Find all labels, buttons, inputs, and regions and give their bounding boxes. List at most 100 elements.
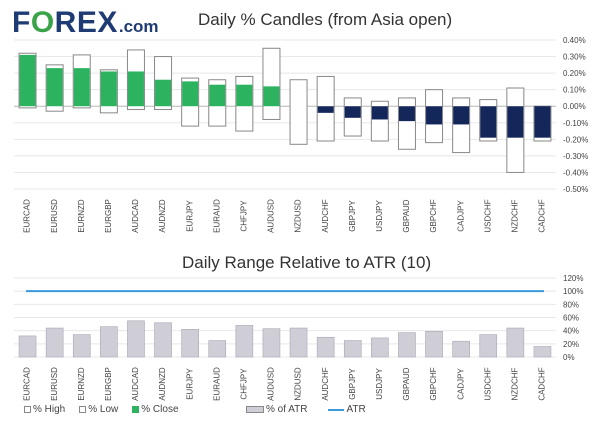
candle-close-bar	[236, 84, 253, 107]
logo-domain: .com	[118, 17, 159, 36]
atr-x-tick-label: EURCAD	[23, 367, 32, 401]
atr-y-tick-label: 20%	[563, 340, 579, 349]
candles-y-tick-label: -0.10%	[563, 119, 588, 128]
candles-x-tick-label: EURCAD	[23, 199, 32, 233]
atr-bar	[262, 328, 281, 358]
atr-bar	[316, 336, 335, 358]
legend-close-label: % Close	[141, 404, 179, 415]
atr-x-tick-label: NZDCHF	[510, 367, 519, 400]
atr-bar	[18, 335, 37, 358]
candle-close-bar	[19, 54, 36, 107]
legend-high-swatch	[24, 406, 31, 413]
atr-legend: % of ATR ATR	[246, 404, 366, 415]
candles-y-tick-label: 0.00%	[563, 102, 586, 111]
atr-bar	[452, 340, 470, 358]
atr-x-tick-label: USDCHF	[483, 367, 492, 400]
atr-bar	[506, 327, 525, 358]
legend-pct-atr-swatch	[246, 406, 264, 413]
atr-bar	[127, 320, 145, 358]
atr-bar	[235, 325, 254, 358]
logo-o: O	[30, 6, 55, 39]
atr-x-tick-label: NZDUSD	[294, 367, 303, 401]
candles-x-tick-label: GBPAUD	[402, 199, 411, 232]
candles-x-tick-label: EURJPY	[185, 200, 194, 232]
atr-y-tick-label: 100%	[563, 287, 583, 296]
atr-bar	[289, 327, 308, 358]
atr-x-tick-label: CHFJPY	[239, 368, 248, 400]
legend-close-swatch	[132, 406, 140, 413]
candle-close-bar	[46, 68, 63, 107]
candles-x-tick-label: NZDCHF	[510, 199, 519, 232]
candles-x-tick-label: AUDUSD	[267, 199, 276, 233]
atr-x-tick-label: CADCHF	[538, 367, 547, 400]
logo-rex: REX	[54, 6, 118, 39]
atr-x-tick-label: AUDCAD	[131, 367, 140, 401]
forex-logo: F O REX .com	[12, 6, 159, 42]
atr-x-tick-label: GBPAUD	[402, 367, 411, 400]
candles-x-tick-label: EURGBP	[104, 199, 113, 233]
atr-y-tick-label: 40%	[563, 327, 579, 336]
candle-close-bar	[263, 86, 280, 107]
legend-high-label: % High	[33, 404, 66, 415]
candle-close-bar	[127, 71, 144, 107]
candles-y-tick-label: 0.40%	[563, 36, 586, 45]
atr-bar	[398, 332, 416, 358]
candle-close-bar	[100, 71, 117, 107]
atr-bar	[371, 337, 389, 358]
legend-atr-line	[327, 408, 344, 411]
atr-chart-title: Daily Range Relative to ATR (10)	[182, 253, 432, 272]
candles-x-tick-label: AUDCAD	[131, 199, 140, 233]
atr-y-tick-label: 60%	[563, 314, 579, 323]
candle-range-box	[289, 79, 308, 145]
candles-x-tick-label: USDJPY	[375, 200, 384, 232]
candles-legend: % High % Low % Close	[24, 404, 179, 415]
legend-low-swatch	[79, 406, 87, 413]
atr-x-tick-label: AUDCHF	[321, 367, 330, 400]
candle-close-bar	[453, 106, 470, 125]
legend-atr-label: ATR	[346, 404, 366, 415]
atr-x-tick-label: EURUSD	[50, 367, 59, 401]
candles-x-tick-label: GBPCHF	[429, 199, 438, 232]
candles-x-tick-label: GBPJPY	[348, 200, 357, 232]
candles-y-tick-label: -0.30%	[563, 152, 588, 161]
candles-y-tick-label: -0.20%	[563, 135, 588, 144]
candles-y-tick-label: 0.20%	[563, 69, 586, 78]
atr-y-tick-label: 0%	[563, 353, 575, 362]
atr-x-tick-label: GBPJPY	[348, 368, 357, 400]
atr-y-tick-label: 80%	[563, 300, 579, 309]
atr-x-tick-label: EURJPY	[185, 368, 194, 400]
candle-range-box	[452, 97, 471, 154]
atr-bar	[100, 326, 118, 358]
atr-bar	[72, 334, 91, 358]
candle-close-bar	[371, 106, 388, 120]
candle-close-bar	[182, 81, 199, 107]
candles-x-tick-label: AUDCHF	[321, 199, 330, 232]
candles-x-tick-label: EURUSD	[50, 199, 59, 233]
candle-close-bar	[155, 79, 172, 107]
candle-close-bar	[398, 106, 415, 122]
atr-y-tick-label: 120%	[563, 274, 583, 283]
atr-bar	[479, 334, 498, 358]
candle-close-bar	[426, 106, 443, 125]
candle-close-bar	[344, 106, 361, 118]
candles-x-tick-label: NZDUSD	[294, 199, 303, 233]
atr-bar	[45, 327, 64, 358]
legend-pct-atr-label: % of ATR	[266, 404, 308, 415]
candle-close-bar	[480, 106, 497, 138]
candles-x-tick-label: EURNZD	[77, 199, 86, 233]
candles-x-tick-label: CADJPY	[456, 200, 465, 232]
atr-x-tick-label: AUDNZD	[158, 367, 167, 401]
candle-range-box	[397, 97, 416, 150]
atr-bar	[533, 346, 552, 358]
atr-x-tick-label: CADJPY	[456, 368, 465, 400]
candles-y-tick-label: -0.50%	[563, 185, 588, 194]
candle-range-box	[262, 47, 281, 120]
atr-x-tick-label: EURAUD	[212, 367, 221, 401]
legend-low-label: % Low	[88, 404, 119, 415]
atr-x-tick-label: EURNZD	[77, 367, 86, 401]
atr-x-tick-label: EURGBP	[104, 367, 113, 401]
atr-x-tick-label: AUDUSD	[267, 367, 276, 401]
atr-x-tick-label: USDJPY	[375, 368, 384, 400]
candle-close-bar	[534, 106, 551, 138]
